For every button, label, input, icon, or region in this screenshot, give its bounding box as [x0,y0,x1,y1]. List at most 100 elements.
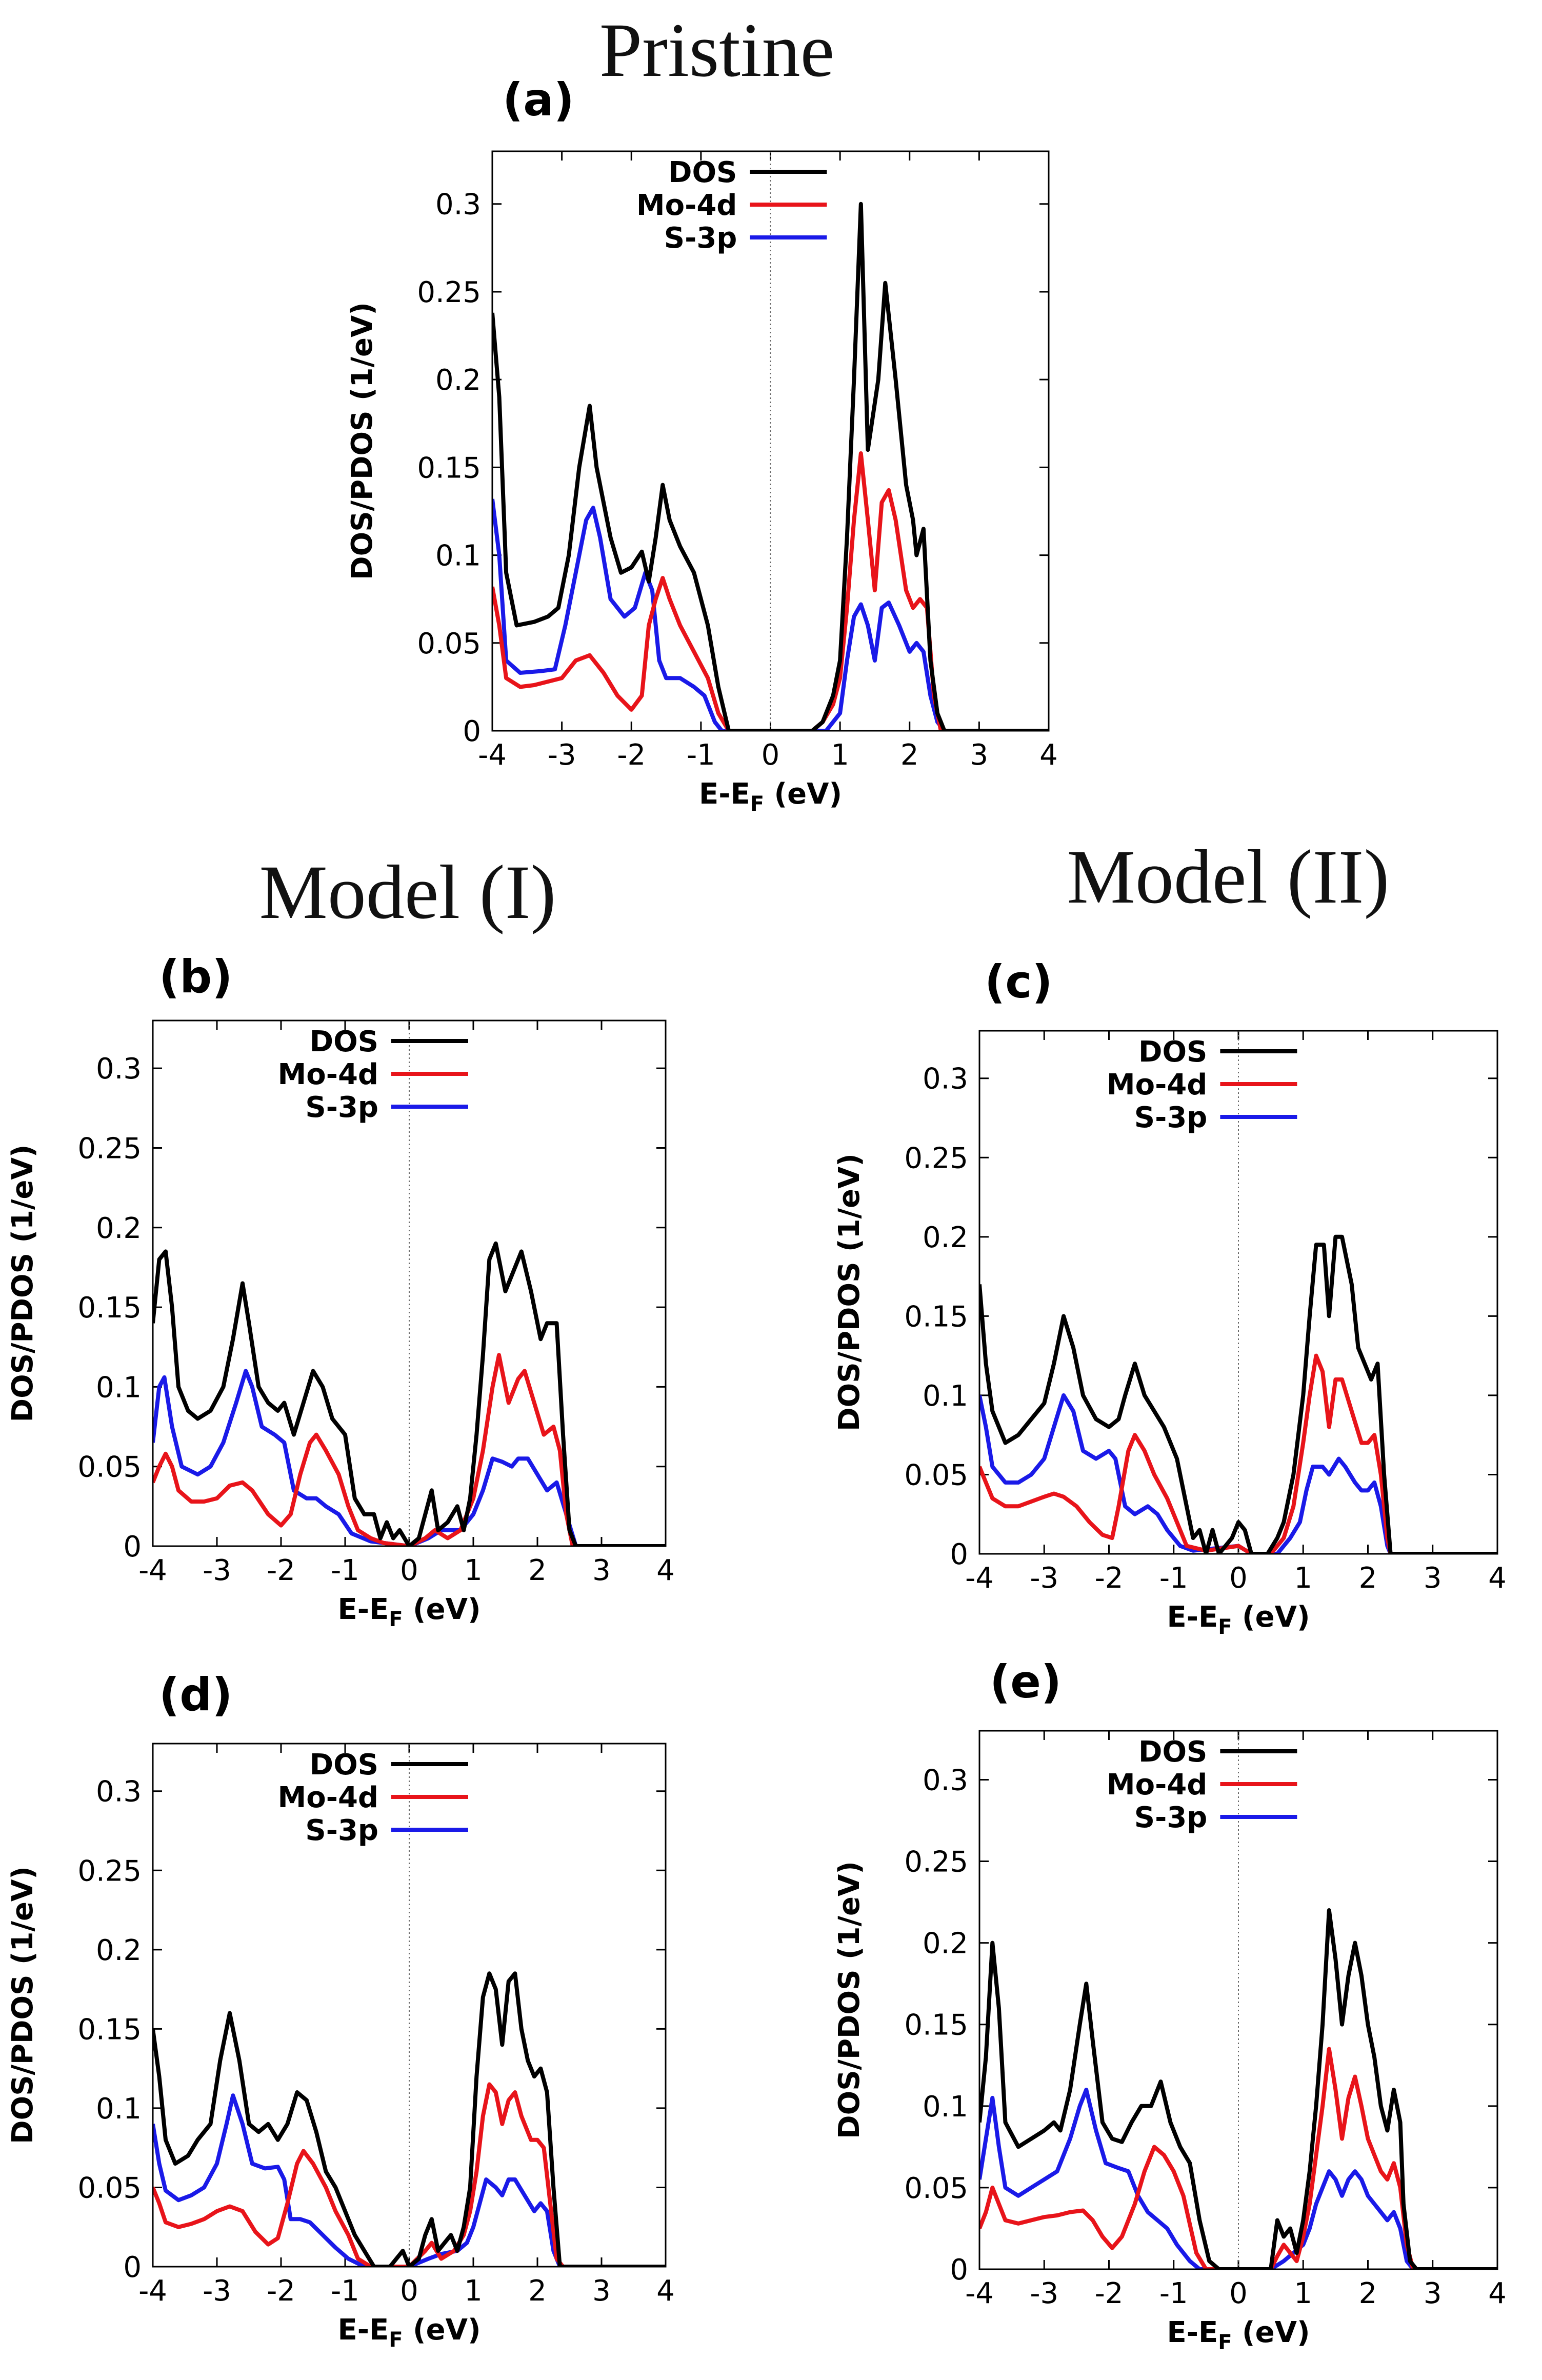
panel-label: (a) [503,73,574,126]
chart-panel-d: (d) -4 -3 -2 -1 0 1 2 3 4 0 0.05 0.1 0.15 0.2 0.25 0.3 DO… [6,1668,675,2352]
x-tick-label: 2 [1359,1562,1377,1595]
x-tick-label: -4 [138,1554,167,1587]
y-tick-label: 0.25 [417,276,481,309]
x-tick-label: -3 [1030,1562,1058,1595]
legend-label-mo: Mo-4d [636,189,737,222]
series-mo-line [979,1353,1497,1554]
x-tick-label: 3 [592,1554,611,1587]
x-tick-label: 1 [1294,1562,1312,1595]
x-tick-label: 1 [831,738,849,772]
chart-panel-a: (a) -4 -3 -2 -1 0 1 2 3 4 0 0.05 0.1 0.15 0.2 0.25 0.3 DO… [346,73,1058,816]
y-tick-label: 0.1 [96,2092,142,2126]
series-dos-line [153,1971,666,2267]
y-axis-label: DOS/PDOS (1/eV) [6,1145,39,1423]
y-tick-label: 0.05 [77,1451,142,1484]
panel-label: (d) [159,1668,232,1721]
legend-label-s: S-3p [1134,1801,1208,1834]
x-axis-label: E-EF (eV) [337,1593,480,1631]
x-tick-label: -2 [1095,1562,1124,1595]
x-tick-label: 4 [1488,1562,1507,1595]
y-tick-label: 0.05 [904,1458,968,1492]
x-tick-label: -4 [478,738,507,772]
y-tick-label: 0.25 [77,1132,142,1165]
y-tick-label: 0.15 [77,1291,142,1325]
y-tick-label: 0.2 [923,1927,968,1961]
series-mo-line [153,2082,666,2267]
x-axis-label: E-EF (eV) [699,777,842,816]
legend-label-s: S-3p [305,1091,378,1124]
y-tick-label: 0.3 [435,188,481,222]
plot-frame [491,150,1050,732]
plot-frame [978,1730,1498,2270]
x-tick-label: 2 [1359,2277,1377,2310]
y-tick-label: 0 [950,2253,968,2287]
y-tick-label: 0 [123,2251,142,2284]
x-axis-label: E-EF (eV) [1167,1601,1310,1639]
y-axis-label: DOS/PDOS (1/eV) [833,1153,866,1431]
panel-label: (c) [985,955,1053,1008]
y-tick-label: 0.2 [96,1212,142,1245]
x-tick-label: -2 [1095,2277,1124,2310]
x-tick-label: 1 [1294,2277,1312,2310]
y-tick-label: 0.1 [96,1371,142,1404]
x-tick-label: 3 [970,738,989,772]
x-tick-label: 4 [1039,738,1058,772]
y-tick-label: 0.2 [435,364,481,397]
x-tick-label: -2 [267,1554,295,1587]
y-tick-label: 0.15 [417,451,481,485]
x-tick-label: 1 [464,1554,483,1587]
legend-label-dos: DOS [1138,1035,1207,1069]
y-tick-label: 0.3 [923,1063,968,1096]
y-tick-label: 0.05 [77,2171,142,2205]
x-axis-label: E-EF (eV) [1167,2316,1310,2354]
x-tick-label: -1 [331,1554,359,1587]
x-tick-label: 0 [1229,1562,1248,1595]
x-tick-label: -4 [965,2277,994,2310]
series-s-line [979,2088,1497,2269]
x-tick-label: 0 [400,2274,418,2308]
plot-frame [152,1019,667,1547]
x-tick-label: 4 [656,1554,675,1587]
x-tick-label: -1 [1159,2277,1188,2310]
chart-panel-c: (c) -4 -3 -2 -1 0 1 2 3 4 0 0.05 0.1 0.15 0.2 0.25 0.3 DO… [833,955,1507,1639]
series-mo-line [492,451,1049,731]
y-tick-label: 0.2 [96,1934,142,1967]
y-tick-label: 0.05 [904,2172,968,2205]
y-tick-label: 0.3 [923,1764,968,1797]
series-mo-line [979,2047,1497,2269]
section-title-pristine: Pristine [599,8,834,93]
x-tick-label: 4 [1488,2277,1507,2310]
series-dos-line [492,202,1049,731]
legend-label-s: S-3p [664,222,737,255]
x-tick-label: 1 [464,2274,483,2308]
legend-label-dos: DOS [310,1748,378,1782]
section-title-model-1: Model (I) [259,850,556,935]
y-axis-label: DOS/PDOS (1/eV) [6,1866,39,2144]
x-tick-label: -2 [617,738,646,772]
series-s-line [153,2093,666,2267]
legend-label-mo: Mo-4d [1107,1768,1208,1802]
series-mo-line [153,1353,666,1546]
legend-label-dos: DOS [668,156,737,189]
x-tick-label: -1 [331,2274,359,2308]
y-tick-label: 0.25 [904,1142,968,1175]
x-tick-label: -3 [548,738,576,772]
x-tick-label: 0 [400,1554,418,1587]
legend-label-mo: Mo-4d [278,1781,379,1814]
y-tick-label: 0.2 [923,1221,968,1254]
x-tick-label: 2 [528,1554,547,1587]
x-tick-label: 3 [1424,1562,1442,1595]
x-tick-label: -1 [1159,1562,1188,1595]
y-tick-label: 0 [950,1538,968,1571]
y-tick-label: 0.05 [417,627,481,661]
chart-panel-b: (b) -4 -3 -2 -1 0 1 2 3 4 0 0.05 0.1 0.15 0.2 0.25 0.3 DO… [6,950,675,1631]
x-tick-label: -4 [965,1562,994,1595]
x-tick-label: 0 [1229,2277,1248,2310]
y-tick-label: 0 [123,1530,142,1564]
panel-label: (b) [159,950,232,1003]
y-tick-label: 0.25 [77,1854,142,1888]
x-tick-label: 3 [1424,2277,1442,2310]
y-axis-label: DOS/PDOS (1/eV) [833,1861,866,2139]
x-tick-label: 2 [900,738,919,772]
